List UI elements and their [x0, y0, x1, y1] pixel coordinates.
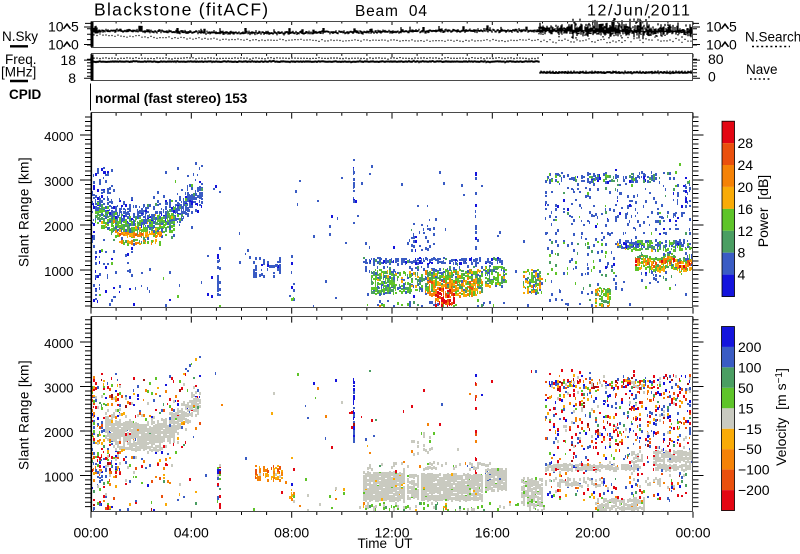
svg-text:−100: −100 — [738, 462, 770, 478]
svg-text:3000: 3000 — [44, 174, 73, 189]
svg-text:Beam 04: Beam 04 — [355, 3, 428, 20]
svg-text:4000: 4000 — [44, 129, 73, 144]
svg-text:Time UT: Time UT — [358, 536, 413, 551]
svg-text:24: 24 — [738, 157, 754, 173]
svg-text:normal (fast stereo) 153: normal (fast stereo) 153 — [95, 91, 248, 106]
svg-text:18: 18 — [60, 52, 76, 68]
svg-text:100: 100 — [738, 359, 762, 375]
svg-text:4000: 4000 — [44, 336, 73, 351]
svg-text:10: 10 — [48, 19, 64, 35]
svg-text:CPID: CPID — [9, 87, 42, 102]
svg-text:00:00: 00:00 — [675, 525, 710, 541]
svg-text:10: 10 — [706, 37, 722, 53]
svg-text:1000: 1000 — [44, 469, 73, 484]
svg-text:Power [dB]: Power [dB] — [755, 175, 771, 247]
svg-text:5: 5 — [729, 19, 737, 35]
svg-text:Freq.: Freq. — [5, 52, 37, 67]
svg-text:80: 80 — [708, 51, 724, 67]
svg-text:−15: −15 — [738, 421, 762, 437]
svg-text:10: 10 — [48, 37, 64, 53]
svg-text:8: 8 — [68, 70, 76, 86]
svg-text:4: 4 — [738, 267, 746, 283]
svg-text:50: 50 — [738, 380, 754, 396]
svg-text:Nave: Nave — [746, 62, 778, 77]
svg-text:2000: 2000 — [44, 425, 73, 440]
svg-text:2000: 2000 — [44, 219, 73, 234]
svg-text:12: 12 — [738, 223, 754, 239]
svg-text:0: 0 — [71, 37, 79, 53]
svg-text:0: 0 — [729, 37, 737, 53]
svg-text:Slant Range [km]: Slant Range [km] — [17, 157, 32, 267]
svg-text:1000: 1000 — [44, 264, 73, 279]
svg-text:16: 16 — [738, 201, 754, 217]
svg-text:0: 0 — [708, 69, 716, 85]
svg-text:15: 15 — [738, 400, 754, 416]
svg-text:28: 28 — [738, 135, 754, 151]
svg-text:16:00: 16:00 — [475, 525, 510, 541]
svg-text:04:00: 04:00 — [174, 525, 209, 541]
svg-text:12:00: 12:00 — [374, 525, 409, 541]
svg-text:20: 20 — [738, 179, 754, 195]
svg-text:Velocity [m s−1]: Velocity [m s−1] — [773, 368, 789, 466]
svg-text:00:00: 00:00 — [73, 525, 108, 541]
svg-text:12/Jun/2011: 12/Jun/2011 — [587, 3, 692, 20]
svg-text:8: 8 — [738, 245, 746, 261]
svg-text:3000: 3000 — [44, 380, 73, 395]
svg-text:Blackstone (fitACF): Blackstone (fitACF) — [94, 0, 269, 20]
svg-text:08:00: 08:00 — [274, 525, 309, 541]
svg-text:N.Sky: N.Sky — [2, 29, 38, 44]
svg-text:10: 10 — [706, 19, 722, 35]
svg-text:−200: −200 — [738, 482, 770, 498]
svg-text:200: 200 — [738, 339, 762, 355]
svg-text:Slant Range [km]: Slant Range [km] — [17, 360, 32, 470]
svg-text:20:00: 20:00 — [575, 525, 610, 541]
svg-text:N.Search: N.Search — [745, 30, 800, 45]
svg-text:[MHz]: [MHz] — [1, 65, 36, 80]
svg-text:5: 5 — [71, 19, 79, 35]
svg-text:−50: −50 — [738, 441, 762, 457]
